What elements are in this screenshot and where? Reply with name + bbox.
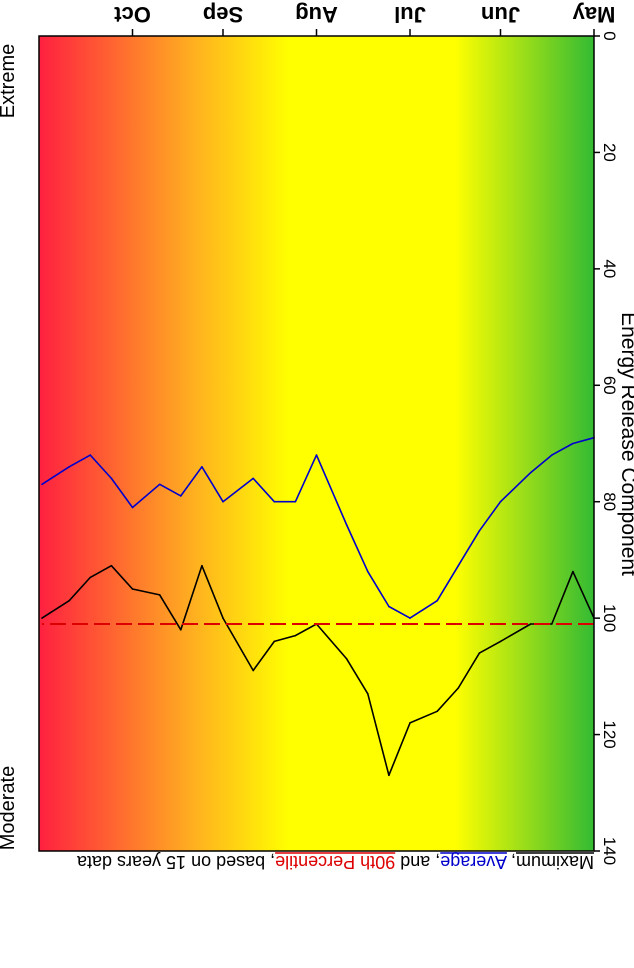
data-point — [478, 530, 481, 532]
data-point — [201, 564, 203, 567]
data-point — [478, 652, 481, 654]
data-point — [110, 477, 113, 480]
data-point — [366, 570, 369, 573]
data-point — [158, 594, 161, 596]
data-point — [201, 465, 203, 468]
y-tick-label: 120 — [600, 720, 619, 748]
data-point — [529, 623, 532, 625]
data-point — [222, 500, 224, 503]
data-point — [294, 500, 297, 503]
data-point — [499, 500, 502, 503]
data-point — [551, 454, 553, 456]
y-tick-label: 20 — [600, 143, 619, 162]
band-label-moderate: Moderate — [0, 766, 19, 851]
data-point — [41, 617, 43, 619]
plot-background-gradient — [39, 36, 594, 851]
data-point — [179, 629, 182, 631]
y-tick-label: 60 — [600, 376, 619, 395]
y-tick-label: 80 — [600, 492, 619, 511]
data-point — [158, 483, 161, 486]
data-point — [68, 599, 70, 602]
data-point — [252, 477, 254, 480]
x-tick-label: Jun — [481, 2, 520, 27]
y-axis: 0 20 40 60 80 100 120 140 — [594, 31, 619, 865]
x-tick-label: Sep — [203, 2, 243, 27]
y-tick-label: 40 — [600, 259, 619, 278]
title-part: , — [507, 852, 516, 872]
data-point — [68, 465, 70, 468]
data-point — [179, 495, 182, 497]
title-part: , and — [395, 852, 440, 872]
data-point — [388, 774, 390, 777]
y-tick-label: 100 — [600, 604, 619, 632]
data-point — [345, 524, 348, 526]
data-point — [89, 576, 92, 579]
band-label-extreme: Extreme — [0, 44, 19, 118]
data-point — [41, 483, 43, 486]
data-point — [436, 710, 438, 713]
x-tick-label: May — [572, 2, 616, 27]
series-layer — [41, 436, 595, 777]
data-point — [110, 564, 113, 567]
data-point — [345, 658, 348, 660]
title-part: 90th Percentile — [275, 852, 395, 872]
data-point — [131, 588, 134, 590]
data-point — [366, 693, 369, 695]
data-point — [551, 623, 553, 625]
data-point — [457, 687, 460, 689]
x-tick-label: Oct — [114, 2, 151, 27]
x-tick-label: Aug — [295, 2, 338, 27]
y-tick-label: 0 — [600, 31, 619, 40]
y-axis-label: Energy Release Component — [617, 312, 634, 576]
title-part: Maximum — [516, 852, 594, 872]
data-point — [529, 471, 532, 474]
data-point — [273, 500, 276, 503]
data-point — [388, 605, 390, 608]
data-point — [222, 617, 224, 619]
data-point — [273, 640, 276, 643]
chart-title: Maximum, Average, and 90th Percentile, b… — [76, 852, 594, 872]
title-part: Average — [440, 852, 507, 872]
data-point — [409, 617, 411, 619]
data-point — [89, 454, 92, 456]
data-point — [252, 669, 254, 672]
data-point — [315, 454, 318, 456]
data-point — [409, 722, 411, 724]
data-point — [436, 599, 438, 602]
data-point — [131, 506, 134, 509]
rotated-chart-group: 0 20 40 60 80 100 120 140 May Jun Jul Aug Sep Oct En… — [0, 2, 634, 872]
data-point — [572, 570, 574, 573]
x-axis: May Jun Jul Aug Sep Oct — [114, 2, 616, 36]
x-tick-label: Jul — [394, 2, 426, 27]
data-point — [457, 564, 460, 567]
data-point — [294, 634, 297, 637]
data-point — [572, 442, 574, 445]
data-point — [499, 640, 502, 643]
title-part: , based on 15 years data — [76, 852, 275, 872]
y-tick-label: 140 — [600, 837, 619, 865]
